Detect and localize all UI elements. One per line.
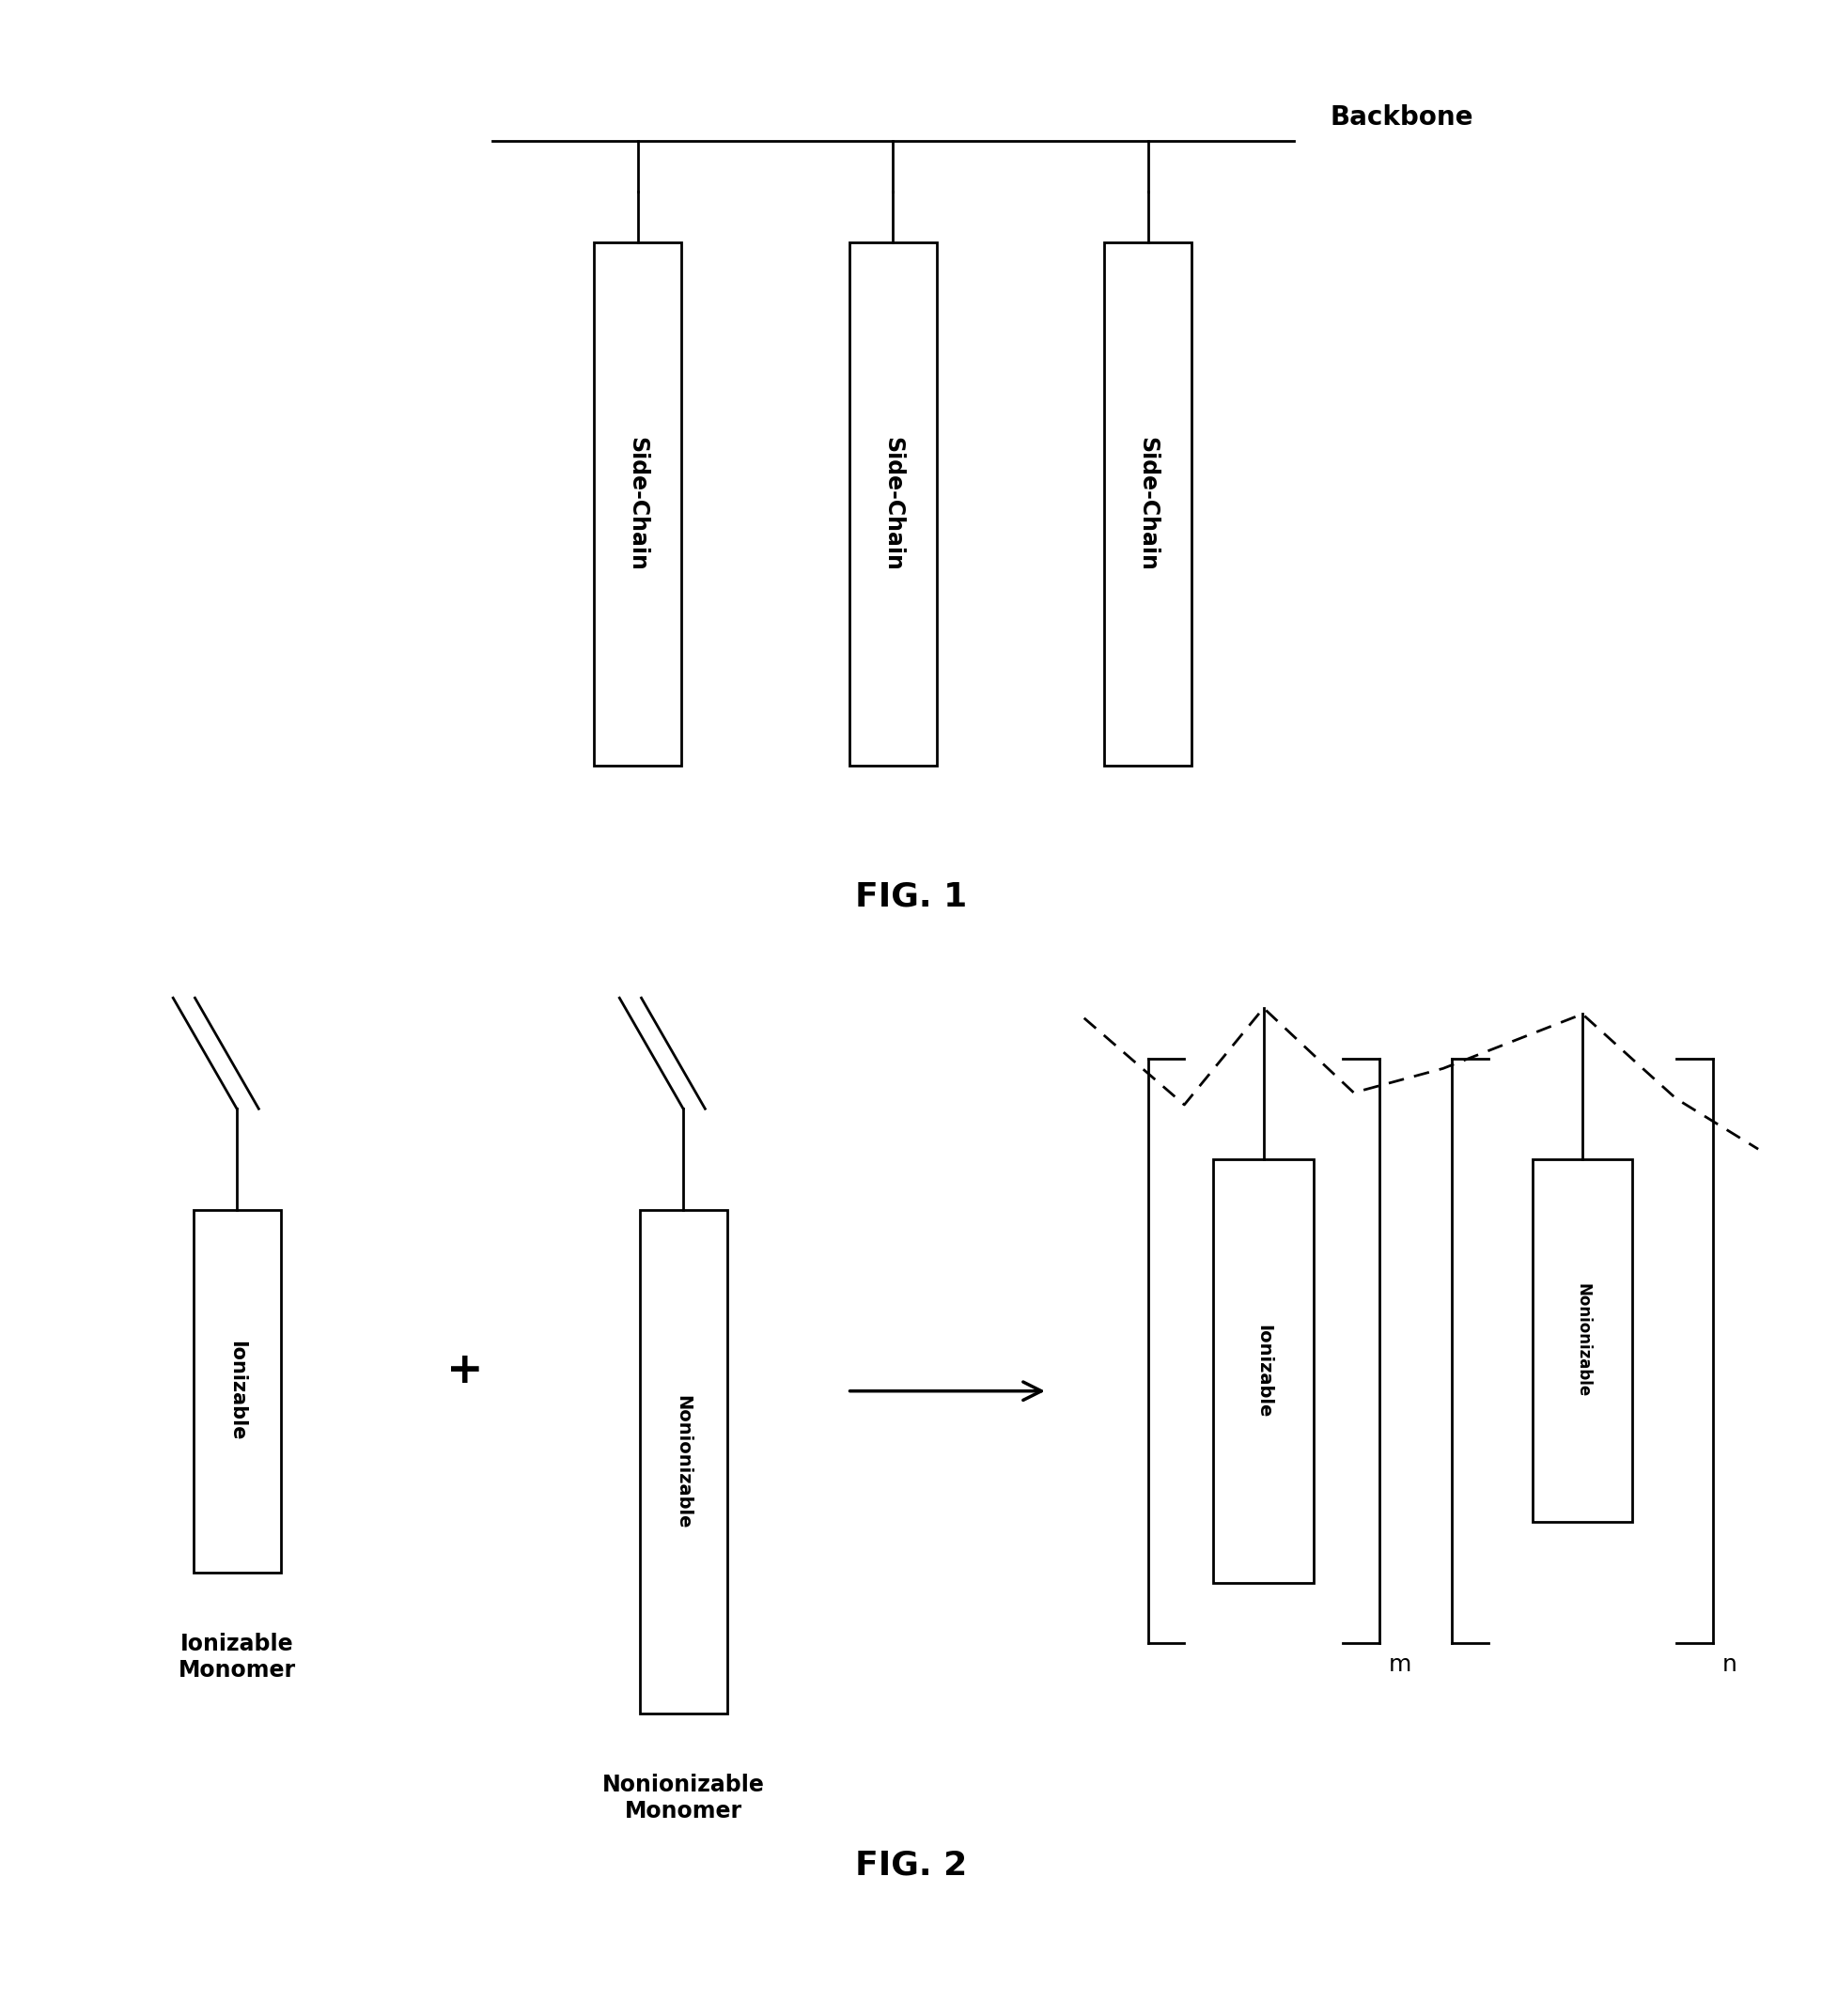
Text: +: + — [446, 1351, 483, 1391]
Text: Side-Chain: Side-Chain — [627, 437, 649, 571]
Text: Ionizable
Monomer: Ionizable Monomer — [179, 1633, 295, 1681]
Text: Backbone: Backbone — [1330, 105, 1474, 131]
Bar — [849, 242, 937, 766]
Text: m: m — [1388, 1653, 1412, 1675]
Bar — [1104, 242, 1192, 766]
Text: FIG. 1: FIG. 1 — [855, 881, 967, 913]
Bar — [594, 242, 681, 766]
Text: n: n — [1722, 1653, 1736, 1675]
Bar — [1213, 1159, 1314, 1583]
Bar — [640, 1210, 727, 1714]
Text: Side-Chain: Side-Chain — [1137, 437, 1159, 571]
Text: Ionizable: Ionizable — [228, 1341, 246, 1441]
Bar — [193, 1210, 281, 1572]
Text: Nonionizable: Nonionizable — [1574, 1284, 1591, 1397]
Text: FIG. 2: FIG. 2 — [855, 1849, 967, 1881]
Text: Nonionizable: Nonionizable — [674, 1395, 692, 1528]
Text: Ionizable: Ionizable — [1255, 1325, 1272, 1417]
Bar — [1532, 1159, 1633, 1522]
Text: Side-Chain: Side-Chain — [882, 437, 904, 571]
Text: Nonionizable
Monomer: Nonionizable Monomer — [601, 1774, 765, 1822]
